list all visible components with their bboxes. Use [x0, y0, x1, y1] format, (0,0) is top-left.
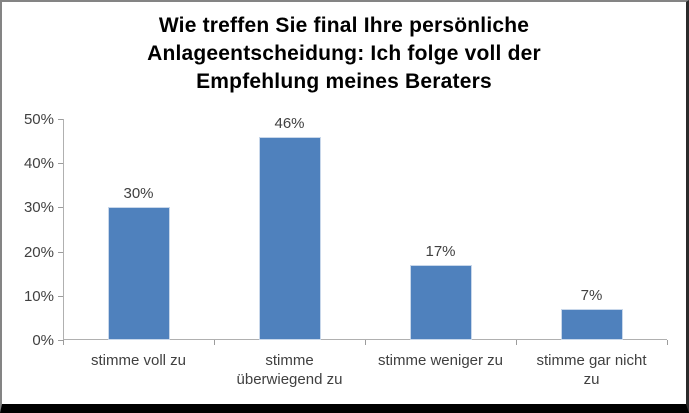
x-axis-line [63, 339, 667, 340]
y-axis-tick-label: 20% [23, 243, 54, 261]
x-axis-category-label: stimme gar nicht zu [536, 352, 647, 388]
y-axis-line [63, 119, 64, 340]
y-axis-tick-label: 0% [32, 332, 54, 349]
y-axis-tick-label: 40% [23, 155, 54, 173]
bar [259, 137, 321, 340]
x-axis-category-label: stimme weniger zu [377, 352, 504, 369]
x-axis-tick [63, 340, 64, 345]
y-axis-tick [58, 207, 63, 209]
bar [561, 309, 623, 340]
y-axis-tick [58, 340, 63, 341]
y-axis-tick [58, 119, 63, 120]
x-axis-category-label: stimme überwiegend zu [236, 352, 343, 388]
y-axis-tick [58, 163, 63, 165]
x-axis-tick [667, 340, 668, 345]
x-axis-tick [214, 340, 215, 345]
x-axis-tick [365, 340, 366, 345]
x-axis-tick [516, 340, 517, 345]
x-axis-category-labels: stimme voll zu stimme überwiegend zu stimme… [63, 351, 667, 389]
y-axis-tick-label: 10% [23, 287, 54, 305]
y-axis-tick-label: 50% [23, 111, 54, 128]
chart-canvas: Wie treffen Sie final Ihre persönliche A… [2, 2, 686, 404]
chart-title: Wie treffen Sie final Ihre persönliche A… [147, 14, 541, 93]
y-axis-tick-label: 30% [23, 199, 54, 217]
bar-value-label: 46% [274, 115, 305, 132]
plot-area: 30% 46% 17% 7% [58, 115, 668, 345]
bar [410, 265, 472, 340]
bar-value-label: 7% [580, 287, 603, 304]
y-axis-tick [58, 251, 63, 253]
bar-value-label: 17% [425, 243, 456, 260]
bar-value-label: 30% [123, 185, 154, 202]
x-axis-category-label: stimme voll zu [90, 352, 187, 369]
bar [108, 207, 170, 340]
y-axis-tick [58, 295, 63, 297]
